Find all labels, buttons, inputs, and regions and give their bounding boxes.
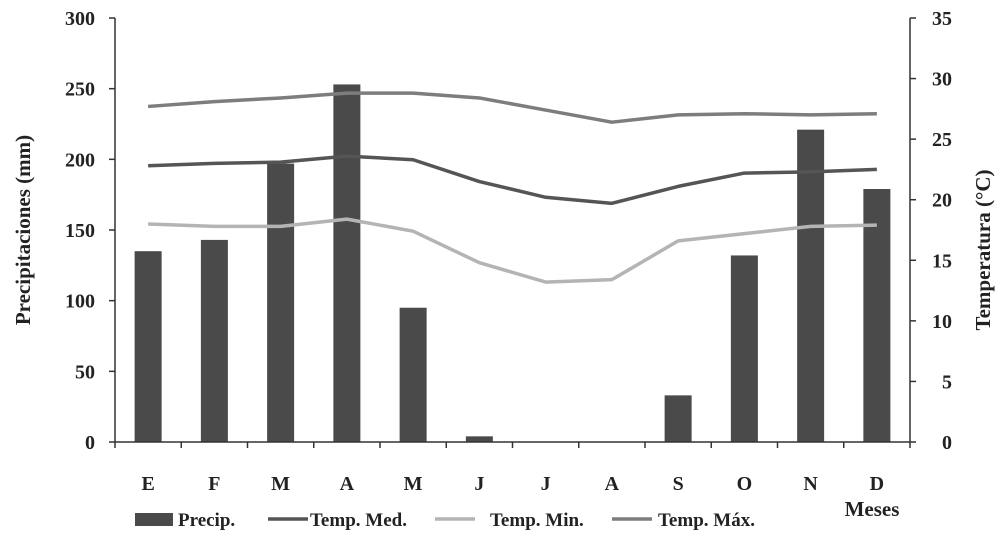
x-axis-title: Meses bbox=[845, 497, 900, 521]
x-tick-label: A bbox=[340, 473, 355, 495]
left-tick-label: 50 bbox=[75, 361, 95, 383]
left-tick-label: 200 bbox=[65, 149, 95, 171]
legend-label: Temp. Med. bbox=[310, 510, 407, 531]
line-temp-m-x bbox=[147, 91, 877, 124]
left-tick-label: 300 bbox=[65, 8, 95, 30]
right-tick-label: 0 bbox=[942, 432, 952, 454]
x-tick-label: J bbox=[474, 473, 484, 495]
precip-bar bbox=[863, 189, 891, 442]
x-tick-label: M bbox=[404, 473, 423, 495]
line-temp-min bbox=[148, 217, 877, 284]
left-axis-ticks: 0 50 100 150 200 250 300 bbox=[65, 8, 115, 454]
precip-bar bbox=[399, 307, 427, 442]
x-tick-label: N bbox=[803, 473, 818, 495]
x-tick-label: F bbox=[208, 473, 220, 495]
x-tick-label: O bbox=[737, 473, 753, 495]
left-tick-label: 100 bbox=[65, 291, 95, 313]
x-tick-label: A bbox=[605, 473, 620, 495]
left-axis-title: Precipitaciones (mm) bbox=[11, 135, 35, 325]
temperature-lines bbox=[147, 91, 877, 284]
precip-bar bbox=[664, 395, 692, 442]
legend-label: Temp. Máx. bbox=[658, 510, 755, 531]
left-tick-label: 250 bbox=[65, 79, 95, 101]
x-tick-label: J bbox=[541, 473, 551, 495]
precip-bar bbox=[333, 84, 361, 442]
x-tick-label: M bbox=[271, 473, 290, 495]
right-tick-label: 35 bbox=[932, 8, 952, 30]
x-tick-label: S bbox=[673, 473, 684, 495]
precip-bar bbox=[200, 239, 228, 442]
precip-bar bbox=[267, 163, 295, 442]
legend-label: Temp. Min. bbox=[490, 510, 584, 531]
x-tick-label: E bbox=[141, 473, 154, 495]
precip-bar bbox=[134, 251, 162, 442]
legend: Precip. Temp. Med. Temp. Min. Temp. Máx. bbox=[135, 510, 755, 531]
right-tick-label: 5 bbox=[942, 371, 952, 393]
precip-bar bbox=[797, 129, 825, 443]
right-axis-title: Temperatura (°C) bbox=[971, 169, 995, 330]
line-temp-med bbox=[148, 154, 877, 206]
precip-bars bbox=[134, 84, 891, 443]
legend-swatch-precip bbox=[135, 513, 173, 526]
right-tick-label: 15 bbox=[932, 250, 952, 272]
right-tick-label: 25 bbox=[932, 129, 952, 151]
legend-label: Precip. bbox=[178, 510, 235, 531]
precip-bar bbox=[465, 436, 493, 442]
right-axis-ticks: 0 5 10 15 20 25 30 35 bbox=[910, 8, 952, 454]
right-tick-label: 30 bbox=[932, 69, 952, 91]
left-tick-label: 0 bbox=[85, 432, 95, 454]
right-tick-label: 20 bbox=[932, 190, 952, 212]
precip-bar bbox=[730, 255, 758, 442]
x-tick-label: D bbox=[870, 473, 884, 495]
left-tick-label: 150 bbox=[65, 220, 95, 242]
right-tick-label: 10 bbox=[932, 311, 952, 333]
